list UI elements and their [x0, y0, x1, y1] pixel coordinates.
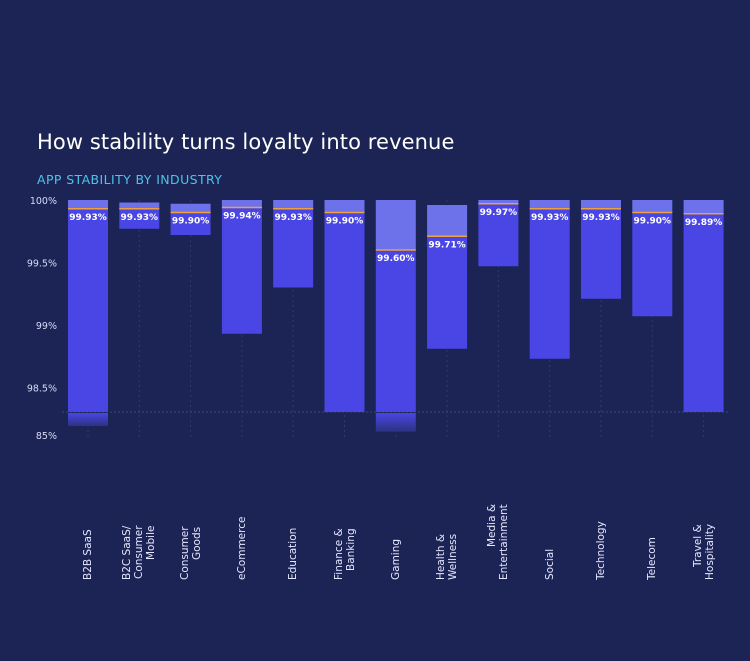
bar-lower-segment	[632, 212, 673, 317]
chart-subtitle: APP STABILITY BY INDUSTRY	[37, 172, 223, 187]
data-label: 99.89%	[685, 218, 723, 228]
x-tick-label: Social	[543, 548, 556, 580]
bar-upper-segment	[170, 203, 211, 213]
bar-upper-segment	[478, 200, 519, 204]
bar-upper-segment	[273, 200, 314, 209]
data-label: 99.93%	[69, 213, 107, 223]
data-label: 99.71%	[428, 240, 466, 250]
data-label: 99.90%	[326, 217, 364, 227]
x-tick-label: Health & Wellness	[435, 533, 460, 580]
data-label: 99.60%	[377, 254, 415, 264]
bar-upper-segment	[68, 200, 108, 209]
data-label: 99.93%	[121, 213, 159, 223]
bar-upper-segment	[581, 200, 621, 209]
bar-lower-segment	[683, 213, 724, 412]
bar-lower-segment	[324, 212, 365, 412]
x-tick-label: B2B SaaS	[82, 529, 94, 580]
bar-lower-segment	[68, 208, 108, 412]
y-tick-label: 99.5%	[27, 259, 57, 270]
bar-lower-segment	[273, 208, 314, 288]
bar-broken-segment	[68, 413, 108, 427]
bar-lower-segment	[478, 203, 519, 267]
x-tick-label: Technology	[595, 521, 607, 580]
bar-lower-segment	[529, 208, 570, 359]
y-tick-label: 98.5%	[27, 384, 57, 395]
bar-upper-segment	[529, 200, 570, 209]
bar-lower-segment	[170, 212, 211, 235]
data-label: 99.90%	[634, 217, 672, 227]
bar-lower-segment	[427, 236, 468, 349]
bar-upper-segment	[632, 200, 673, 213]
data-label: 99.93%	[531, 213, 569, 223]
x-tick-label: Travel & Hospitality	[691, 523, 716, 580]
bar-broken-segment	[375, 413, 416, 432]
data-label: 99.97%	[480, 208, 518, 218]
x-tick-label: B2C SaaS/ Consumer Mobile	[121, 525, 158, 580]
x-tick-label: Education	[287, 527, 300, 580]
bar-lower-segment	[375, 250, 416, 412]
x-tick-label: Media & Entertainment	[486, 504, 511, 580]
bar-lower-segment	[221, 207, 262, 334]
bar-lower-segment	[581, 208, 621, 299]
y-tick-label: 99%	[36, 321, 57, 332]
chart-title: How stability turns loyalty into revenue	[37, 130, 455, 154]
data-label: 99.93%	[274, 213, 312, 223]
bar-upper-segment	[375, 200, 416, 250]
data-label: 99.93%	[582, 213, 620, 223]
x-tick-label: Consumer Goods	[178, 526, 203, 580]
data-label: 99.90%	[172, 217, 210, 227]
bar-upper-segment	[683, 200, 724, 214]
bar-upper-segment	[221, 200, 262, 208]
y-tick-label: 85%	[36, 431, 57, 442]
bar-upper-segment	[324, 200, 365, 213]
x-tick-label: Telecom	[646, 537, 659, 580]
data-label: 99.94%	[223, 212, 261, 222]
bar-upper-segment	[119, 202, 160, 209]
x-tick-label: Finance & Banking	[332, 528, 357, 580]
x-tick-label: eCommerce	[235, 516, 248, 580]
bar-upper-segment	[427, 205, 468, 237]
x-tick-label: Gaming	[389, 538, 402, 580]
bar-lower-segment	[119, 208, 160, 229]
y-tick-label: 100%	[30, 196, 57, 207]
